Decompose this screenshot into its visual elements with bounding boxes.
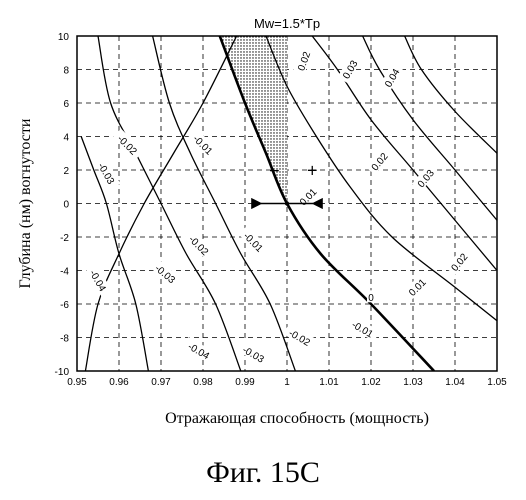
svg-text:0: 0 — [368, 293, 374, 304]
figure-caption: Фиг. 15C — [206, 456, 320, 489]
y-tick-label: 6 — [63, 99, 69, 110]
direction-sign: + — [307, 161, 318, 181]
contour-label: 0 — [367, 290, 375, 304]
contour-line — [405, 36, 497, 153]
x-tick-label: 1 — [284, 377, 290, 388]
contour-label: 0.01 — [403, 273, 431, 301]
x-tick-label: 1.05 — [487, 377, 507, 388]
y-tick-label: -6 — [60, 300, 69, 311]
y-tick-label: 2 — [63, 166, 69, 177]
x-tick-label: 0.96 — [109, 377, 129, 388]
contour-label: 0.02 — [293, 47, 315, 76]
x-tick-label: 1.02 — [361, 377, 381, 388]
contour-label: 0.03 — [412, 164, 439, 193]
contour-label: 0.02 — [445, 248, 472, 277]
x-tick-label: 0.99 — [235, 377, 255, 388]
origin-dot — [285, 201, 289, 205]
contour-label: -0.02 — [282, 323, 316, 351]
contour-label: 0.04 — [379, 63, 404, 92]
svg-text:0.02: 0.02 — [296, 50, 313, 72]
y-tick-label: 4 — [63, 133, 69, 144]
contour-label: -0.04 — [84, 263, 112, 297]
contour-label: -0.03 — [93, 156, 121, 190]
contour-line — [312, 36, 497, 271]
x-tick-labels: 0.95 0.96 0.97 0.98 0.99 1 1.01 1.02 1.03 1.04 1.0… — [67, 377, 507, 388]
direction-sign: − — [269, 161, 280, 181]
y-tick-label: -8 — [60, 334, 69, 345]
y-tick-label: -10 — [55, 367, 70, 378]
chart-title: Mw=1.5*Tp — [254, 16, 320, 31]
contour-label: -0.02 — [111, 129, 143, 161]
x-tick-label: 0.98 — [193, 377, 213, 388]
x-axis-label: Отражающая способность (мощность) — [165, 410, 429, 427]
contour-label: 0.02 — [366, 147, 393, 176]
y-tick-label: 8 — [63, 66, 69, 77]
y-tick-label: 10 — [58, 32, 70, 43]
y-tick-label: 0 — [63, 200, 69, 211]
contour-label: -0.01 — [345, 315, 379, 343]
x-tick-label: 1.04 — [445, 377, 465, 388]
x-tick-label: 1.03 — [403, 377, 423, 388]
contour-label: 0.01 — [294, 183, 322, 211]
contour-label: -0.03 — [236, 340, 270, 368]
y-tick-label: -4 — [60, 267, 69, 278]
x-tick-label: 1.01 — [319, 377, 339, 388]
x-tick-label: 0.97 — [151, 377, 171, 388]
contour-label: -0.04 — [182, 337, 216, 365]
y-axis-label: Глубина (нм) вогнутости — [17, 118, 34, 288]
y-tick-labels: 10 8 6 4 2 0 -2 -4 -6 -8 -10 — [55, 32, 70, 378]
contour-line — [363, 36, 497, 220]
contour-label: -0.03 — [149, 258, 182, 289]
contour-label: -0.01 — [237, 226, 269, 258]
x-tick-label: 0.95 — [67, 377, 87, 388]
y-tick-label: -2 — [60, 233, 69, 244]
